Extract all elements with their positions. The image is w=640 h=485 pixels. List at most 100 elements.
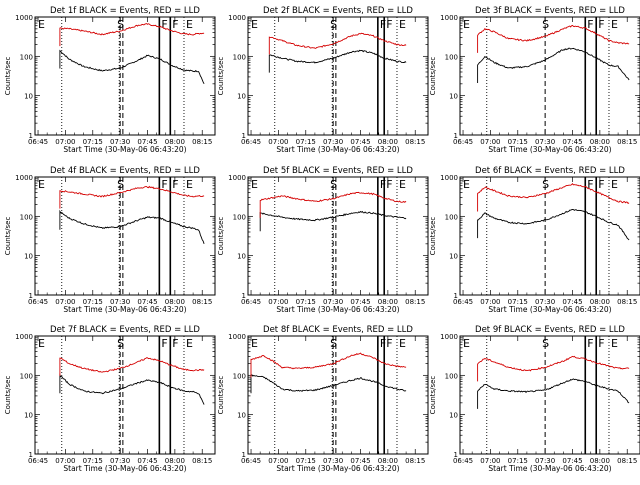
x-axis-title: Start Time (30-May-06 06:43:20): [276, 145, 399, 154]
y-tick-label: 10: [237, 412, 246, 420]
y-tick-label: 1: [29, 132, 33, 140]
marker-letter: F: [587, 18, 593, 31]
x-tick-label: 06:45: [28, 138, 48, 146]
marker-letter: F: [386, 18, 392, 31]
x-tick-label: 07:30: [535, 298, 555, 306]
marker-letter: F: [587, 178, 593, 191]
marker-letter: E: [38, 18, 45, 31]
x-tick-label: 07:00: [268, 138, 288, 146]
marker-letter: F: [386, 337, 392, 350]
x-tick-label: 08:15: [405, 298, 425, 306]
x-tick-label: 07:30: [323, 298, 343, 306]
marker-letter: E: [463, 178, 470, 191]
x-tick-label: 07:00: [480, 138, 500, 146]
plot-frame: [247, 176, 429, 296]
panel-title: Det 2f BLACK = Events, RED = LLD: [263, 6, 413, 16]
y-tick-label: 10: [449, 412, 458, 420]
x-tick-label: 07:00: [55, 298, 75, 306]
y-tick-label: 100: [233, 213, 246, 221]
marker-letter: S: [330, 18, 337, 31]
plot-frame: [34, 335, 216, 455]
marker-letter: E: [186, 337, 193, 350]
x-tick-label: 06:45: [453, 457, 473, 465]
marker-letter: S: [117, 178, 124, 191]
x-tick-label: 07:15: [508, 457, 528, 465]
x-tick-label: 06:45: [241, 298, 261, 306]
panel-title: Det 4f BLACK = Events, RED = LLD: [50, 166, 200, 176]
y-axis-title: Counts/sec: [4, 376, 12, 415]
y-axis-title: Counts/sec: [4, 57, 12, 96]
events-series-line: [59, 49, 205, 85]
y-tick-label: 100: [233, 53, 246, 61]
events-series-line: [268, 49, 407, 73]
marker-letter: F: [380, 18, 386, 31]
y-tick-label: 1000: [228, 174, 246, 182]
x-tick-label: 07:30: [535, 138, 555, 146]
marker-letter: E: [611, 337, 618, 350]
x-tick-label: 07:45: [562, 298, 582, 306]
y-tick-label: 1000: [440, 14, 458, 22]
y-tick-label: 100: [445, 53, 458, 61]
x-tick-label: 07:30: [323, 138, 343, 146]
y-axis-title: Counts/sec: [4, 217, 12, 256]
marker-letter: E: [611, 178, 618, 191]
marker-letter: E: [463, 18, 470, 31]
panel-title: Det 7f BLACK = Events, RED = LLD: [50, 325, 200, 335]
marker-letter: F: [380, 178, 386, 191]
marker-letter: F: [598, 18, 604, 31]
y-tick-label: 10: [449, 93, 458, 101]
x-tick-label: 08:00: [165, 298, 185, 306]
panel-title: Det 1f BLACK = Events, RED = LLD: [50, 6, 200, 16]
x-tick-label: 07:45: [350, 457, 370, 465]
marker-letter: S: [330, 337, 337, 350]
events-series-line: [477, 47, 630, 83]
marker-letter: E: [186, 178, 193, 191]
y-tick-label: 1000: [440, 174, 458, 182]
marker-letter: E: [186, 18, 193, 31]
detector-panel: Det 3f BLACK = Events, RED = LLD 1 10 100 10…: [429, 6, 640, 154]
marker-letter: E: [251, 178, 258, 191]
detector-panel: Det 8f BLACK = Events, RED = LLD 1 10 100 10…: [217, 325, 429, 473]
x-tick-label: 08:00: [378, 138, 398, 146]
marker-letter: F: [161, 337, 167, 350]
detector-panel: Det 2f BLACK = Events, RED = LLD 1 10 100 10…: [217, 6, 429, 154]
y-tick-label: 1: [454, 451, 458, 459]
marker-letter: S: [117, 18, 124, 31]
marker-letter: F: [386, 178, 392, 191]
y-tick-label: 1000: [15, 333, 33, 341]
marker-letter: F: [587, 337, 593, 350]
x-tick-label: 07:00: [268, 457, 288, 465]
y-tick-label: 1: [242, 451, 246, 459]
marker-letter: E: [399, 18, 406, 31]
events-series-line: [59, 209, 205, 244]
detector-panel: Det 7f BLACK = Events, RED = LLD 1 10 100 10…: [4, 325, 216, 473]
marker-letter: E: [399, 337, 406, 350]
x-axis-title: Start Time (30-May-06 06:43:20): [63, 145, 186, 154]
y-tick-label: 100: [20, 372, 33, 380]
x-tick-label: 07:30: [110, 138, 130, 146]
panel-title: Det 9f BLACK = Events, RED = LLD: [475, 325, 625, 335]
marker-letter: F: [172, 18, 178, 31]
x-axis-title: Start Time (30-May-06 06:43:20): [488, 464, 611, 473]
lld-series-line: [259, 191, 407, 218]
lld-series-line: [477, 355, 630, 382]
x-tick-label: 08:00: [590, 298, 610, 306]
detector-panel: Det 9f BLACK = Events, RED = LLD 1 10 100 10…: [429, 325, 640, 473]
y-axis-title: Counts/sec: [217, 376, 225, 415]
marker-letter: S: [542, 337, 549, 350]
x-tick-label: 07:30: [535, 457, 555, 465]
x-tick-label: 08:00: [590, 138, 610, 146]
marker-letter: S: [542, 18, 549, 31]
events-series-line: [259, 210, 407, 232]
x-tick-label: 07:30: [110, 298, 130, 306]
marker-letter: F: [172, 337, 178, 350]
x-tick-label: 08:15: [192, 298, 212, 306]
x-tick-label: 08:15: [192, 457, 212, 465]
x-axis-title: Start Time (30-May-06 06:43:20): [488, 305, 611, 314]
x-tick-label: 06:45: [241, 457, 261, 465]
detector-panel: Det 1f BLACK = Events, RED = LLD 1 10 100 10…: [4, 6, 216, 154]
x-tick-label: 06:45: [28, 298, 48, 306]
y-tick-label: 10: [24, 93, 33, 101]
y-tick-label: 10: [449, 253, 458, 261]
